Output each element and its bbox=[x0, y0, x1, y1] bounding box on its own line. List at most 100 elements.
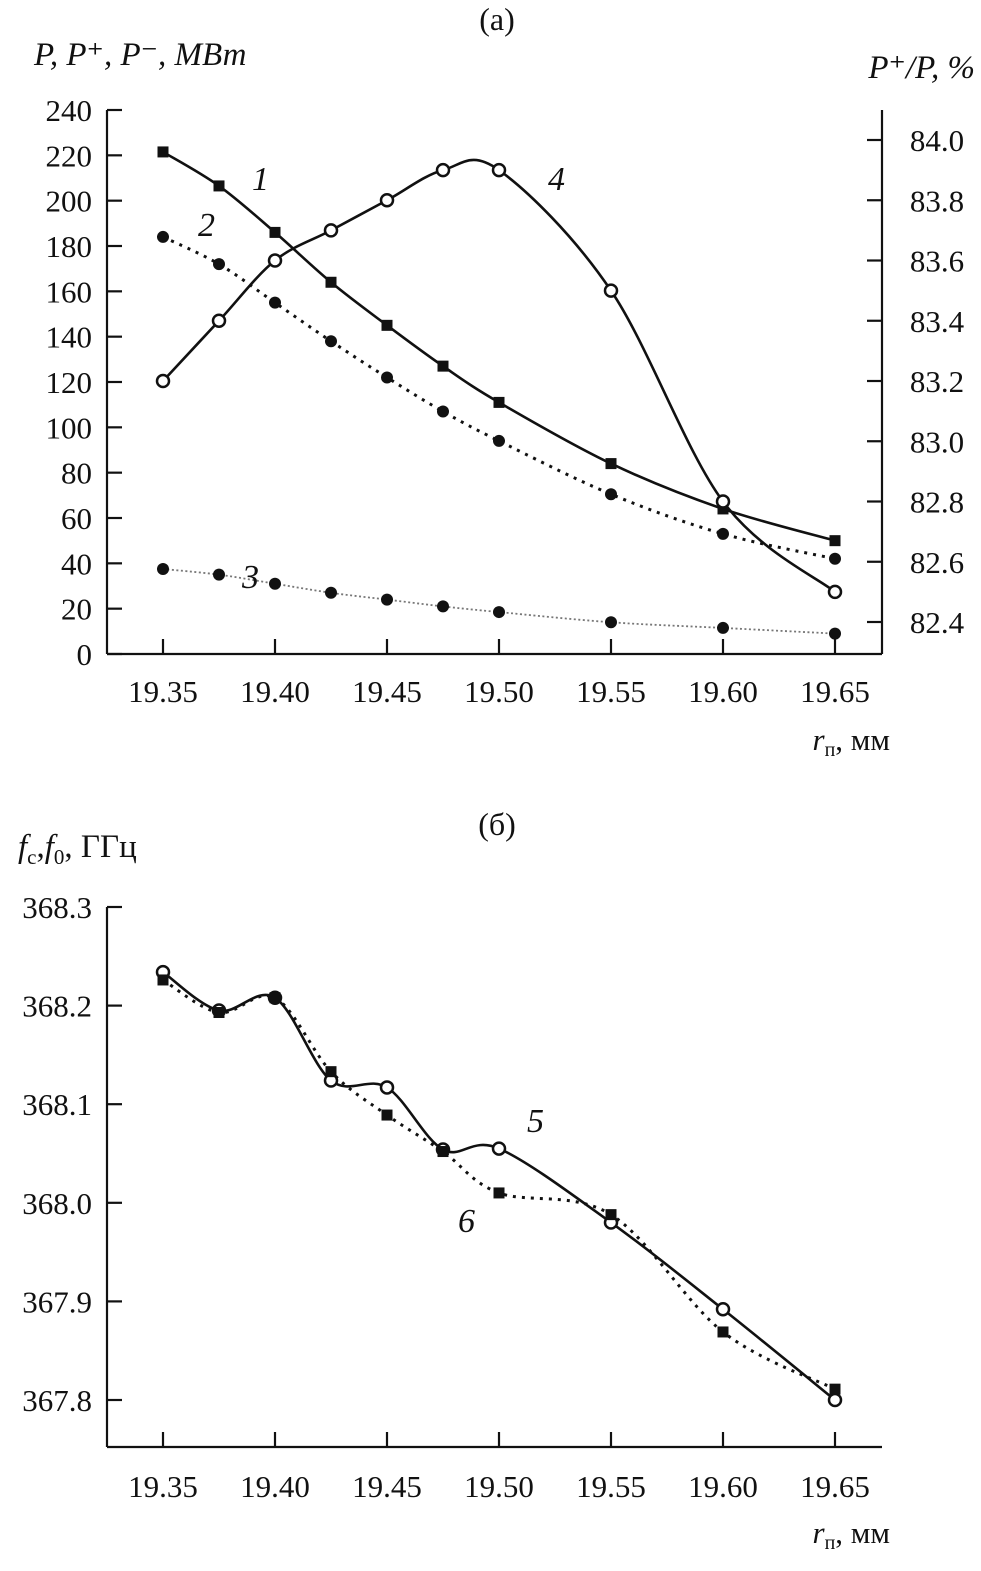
y-tick-label: 160 bbox=[46, 274, 93, 309]
series-6-point bbox=[717, 1326, 729, 1338]
y2-tick-label: 83.0 bbox=[910, 424, 964, 459]
series-1-point bbox=[829, 535, 841, 547]
x-tick-label: 19.35 bbox=[128, 674, 198, 709]
series-1-label: 1 bbox=[252, 161, 269, 198]
series-6: 6 bbox=[157, 974, 841, 1395]
series-5-point bbox=[491, 1141, 507, 1156]
ylabel-sub-0: 0 bbox=[54, 845, 65, 869]
x-axis-title-b: rп, мм bbox=[812, 1515, 890, 1554]
series-3-point bbox=[269, 577, 281, 590]
y2-tick-label: 83.4 bbox=[910, 304, 965, 339]
series-5-point bbox=[715, 1302, 731, 1317]
panel-a-series: 12 3 4 bbox=[155, 146, 843, 640]
series-4-label: 4 bbox=[548, 161, 565, 198]
series-2-point bbox=[213, 258, 225, 271]
x-tick-label: 19.45 bbox=[352, 674, 422, 709]
x-axis-title-a: rп, мм bbox=[812, 722, 890, 761]
series-4-point bbox=[603, 283, 619, 298]
y-tick-label: 140 bbox=[46, 320, 93, 355]
series-5: 5 bbox=[155, 964, 843, 1408]
x-axis-title-b-r: r bbox=[812, 1515, 825, 1550]
series-2-point bbox=[605, 488, 617, 501]
series-2-point bbox=[829, 552, 841, 565]
panel-b-label: (б) bbox=[478, 806, 516, 842]
series-3-point bbox=[829, 627, 841, 640]
series-5-point bbox=[827, 1392, 843, 1408]
left-axis-title: P, P⁺, P⁻, МВт bbox=[33, 37, 246, 73]
panel-b-axes: 367.8 367.9 368.0 368.1 368.2 368.3 19.35 19.40… bbox=[22, 890, 882, 1504]
series-2-point bbox=[381, 371, 393, 384]
series-6-point bbox=[381, 1109, 393, 1121]
series-4-point bbox=[491, 162, 507, 178]
series-4-line bbox=[162, 158, 836, 593]
y-tick-label: 40 bbox=[61, 546, 92, 581]
ylabel-sub-c: c bbox=[27, 845, 36, 869]
y-tick-label: 20 bbox=[61, 592, 92, 627]
series-3-point bbox=[437, 600, 449, 613]
y-tick-label: 60 bbox=[61, 501, 92, 536]
y2-tick-label: 83.6 bbox=[910, 244, 964, 279]
y-tick-label: 368.2 bbox=[22, 989, 92, 1024]
series-2-point bbox=[325, 335, 337, 348]
x-tick-label: 19.50 bbox=[464, 1469, 534, 1504]
series-4-point bbox=[323, 223, 339, 238]
series-1-point bbox=[605, 458, 617, 470]
y-tick-label: 367.8 bbox=[22, 1383, 92, 1418]
y-tick-label: 180 bbox=[46, 229, 93, 264]
series-2-point bbox=[157, 230, 169, 243]
series-2-point bbox=[493, 434, 505, 447]
x-tick-label: 19.55 bbox=[576, 1469, 646, 1504]
series-2-point bbox=[717, 527, 729, 540]
y-tick-label: 240 bbox=[46, 93, 93, 128]
x-axis-title-a-r: r bbox=[812, 722, 825, 757]
y2-tick-label: 84.0 bbox=[910, 123, 964, 158]
series-3-point bbox=[325, 586, 337, 599]
y-tick-label: 0 bbox=[77, 637, 93, 672]
series-2-label: 2 bbox=[198, 207, 215, 244]
x-tick-label: 19.40 bbox=[240, 1469, 310, 1504]
series-4-point bbox=[435, 162, 451, 178]
panel-b-series: 56 bbox=[155, 964, 843, 1408]
y-tick-label: 120 bbox=[46, 365, 93, 400]
series-5-label: 5 bbox=[527, 1103, 544, 1140]
y-tick-label: 368.1 bbox=[22, 1087, 92, 1122]
series-1: 1 bbox=[157, 146, 841, 547]
series-4-point bbox=[155, 373, 171, 389]
ylabel-unit: , ГГц bbox=[64, 829, 136, 865]
x-tick-label: 19.65 bbox=[800, 674, 870, 709]
y-tick-label: 368.0 bbox=[22, 1186, 92, 1221]
y2-tick-label: 82.8 bbox=[910, 485, 964, 520]
x-tick-label: 19.40 bbox=[240, 674, 310, 709]
y-tick-label: 200 bbox=[46, 184, 93, 219]
x-tick-label: 19.35 bbox=[128, 1469, 198, 1504]
series-3: 3 bbox=[157, 559, 841, 640]
y-tick-label: 367.9 bbox=[22, 1284, 92, 1319]
series-2: 2 bbox=[157, 207, 841, 565]
left-axis-title-b: fc,f0, ГГц bbox=[18, 829, 137, 869]
x-axis-title-a-unit: , мм bbox=[835, 722, 890, 757]
x-tick-label: 19.60 bbox=[688, 674, 758, 709]
y2-tick-label: 82.6 bbox=[910, 545, 964, 580]
series-6-point bbox=[213, 1007, 225, 1019]
series-6-point bbox=[269, 992, 281, 1004]
series-3-point bbox=[605, 616, 617, 629]
series-1-point bbox=[325, 276, 337, 288]
ylabel-comma: , bbox=[37, 829, 45, 865]
series-4-point bbox=[715, 494, 731, 509]
series-5-line bbox=[162, 971, 836, 1402]
series-6-label: 6 bbox=[458, 1203, 475, 1240]
series-1-point bbox=[381, 319, 393, 331]
y2-tick-label: 83.2 bbox=[910, 364, 964, 399]
series-1-point bbox=[157, 146, 169, 158]
x-tick-label: 19.45 bbox=[352, 1469, 422, 1504]
series-4-point bbox=[827, 584, 843, 600]
series-3-point bbox=[213, 568, 225, 581]
x-axis-title-a-sub: п bbox=[825, 739, 836, 761]
panel-b-frequency-chart: (б) fc,f0, ГГц rп, мм 367.8 367.9 368.0 368… bbox=[18, 806, 890, 1554]
series-3-line bbox=[162, 568, 836, 635]
series-4-point bbox=[379, 193, 395, 208]
left-axis-title-text: P, P⁺, P⁻, МВт bbox=[33, 37, 246, 73]
panel-a-label: (a) bbox=[479, 1, 515, 37]
series-2-point bbox=[269, 296, 281, 309]
series-3-point bbox=[157, 563, 169, 575]
